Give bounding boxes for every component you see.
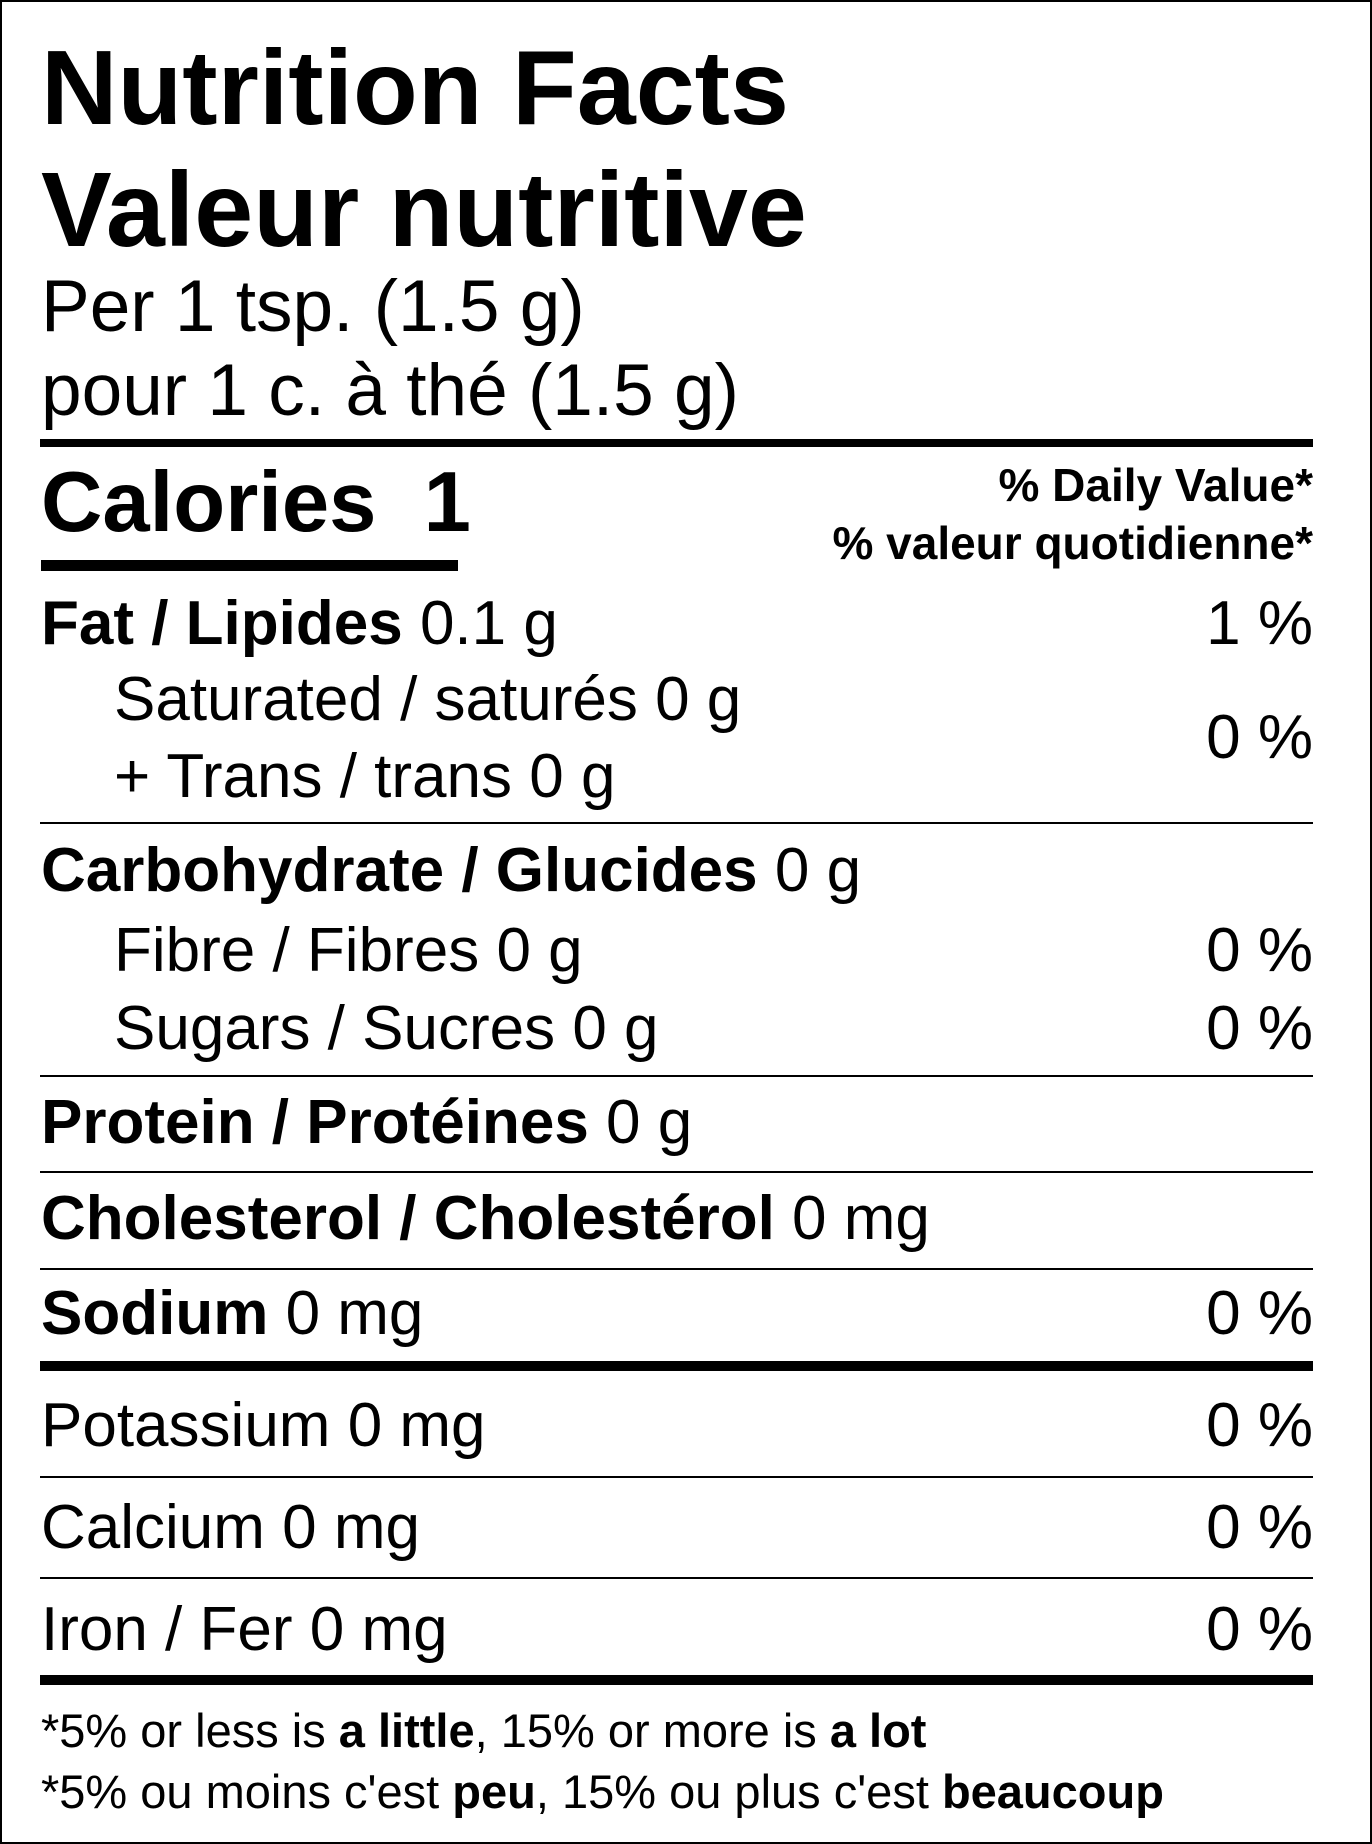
cholesterol-row: Cholesterol / Cholestérol 0 mg (41, 1184, 930, 1253)
divider-thick (40, 439, 1313, 447)
footnote-en: *5% or less is a little, 15% or more is … (41, 1704, 927, 1757)
footnote-fr: *5% ou moins c'est peu, 15% ou plus c'es… (41, 1765, 1164, 1818)
potassium-row: Potassium 0 mg (41, 1391, 486, 1460)
protein-row: Protein / Protéines 0 g (41, 1088, 693, 1157)
iron-row: Iron / Fer 0 mg (41, 1595, 448, 1664)
calories-value: 1 (423, 455, 471, 550)
sugars-dv: 0 % (1206, 994, 1313, 1063)
daily-value-header-en: % Daily Value* (998, 459, 1314, 511)
trans-row: + Trans / trans 0 g (114, 742, 616, 811)
divider (40, 1171, 1313, 1173)
divider (40, 1075, 1313, 1077)
calcium-row: Calcium 0 mg (41, 1493, 421, 1562)
divider (40, 1476, 1313, 1478)
divider (40, 1268, 1313, 1270)
sugars-row: Sugars / Sucres 0 g (114, 994, 659, 1063)
title-fr: Valeur nutritive (41, 151, 807, 269)
divider-thick (40, 1675, 1313, 1685)
fibre-row: Fibre / Fibres 0 g (114, 916, 583, 985)
carbohydrate-row: Carbohydrate / Glucides 0 g (41, 836, 862, 905)
divider-thick (40, 1361, 1313, 1371)
fat-dv: 1 % (1206, 589, 1313, 658)
serving-size-fr: pour 1 c. à thé (1.5 g) (41, 350, 739, 431)
calcium-dv: 0 % (1206, 1493, 1313, 1562)
serving-size-en: Per 1 tsp. (1.5 g) (41, 266, 585, 347)
fat-row: Fat / Lipides 0.1 g (41, 589, 558, 658)
divider (40, 1577, 1313, 1579)
potassium-dv: 0 % (1206, 1391, 1313, 1460)
iron-dv: 0 % (1206, 1595, 1313, 1664)
sodium-dv: 0 % (1206, 1279, 1313, 1348)
daily-value-header-fr: % valeur quotidienne* (832, 517, 1313, 569)
sat-trans-dv: 0 % (1206, 703, 1313, 772)
divider (40, 822, 1313, 824)
calories: Calories 1 (41, 460, 471, 545)
saturated-row: Saturated / saturés 0 g (114, 665, 742, 734)
fibre-dv: 0 % (1206, 916, 1313, 985)
sodium-row: Sodium 0 mg (41, 1279, 424, 1348)
calories-underline (41, 560, 458, 571)
title-en: Nutrition Facts (41, 29, 789, 147)
calories-label: Calories (41, 455, 377, 550)
